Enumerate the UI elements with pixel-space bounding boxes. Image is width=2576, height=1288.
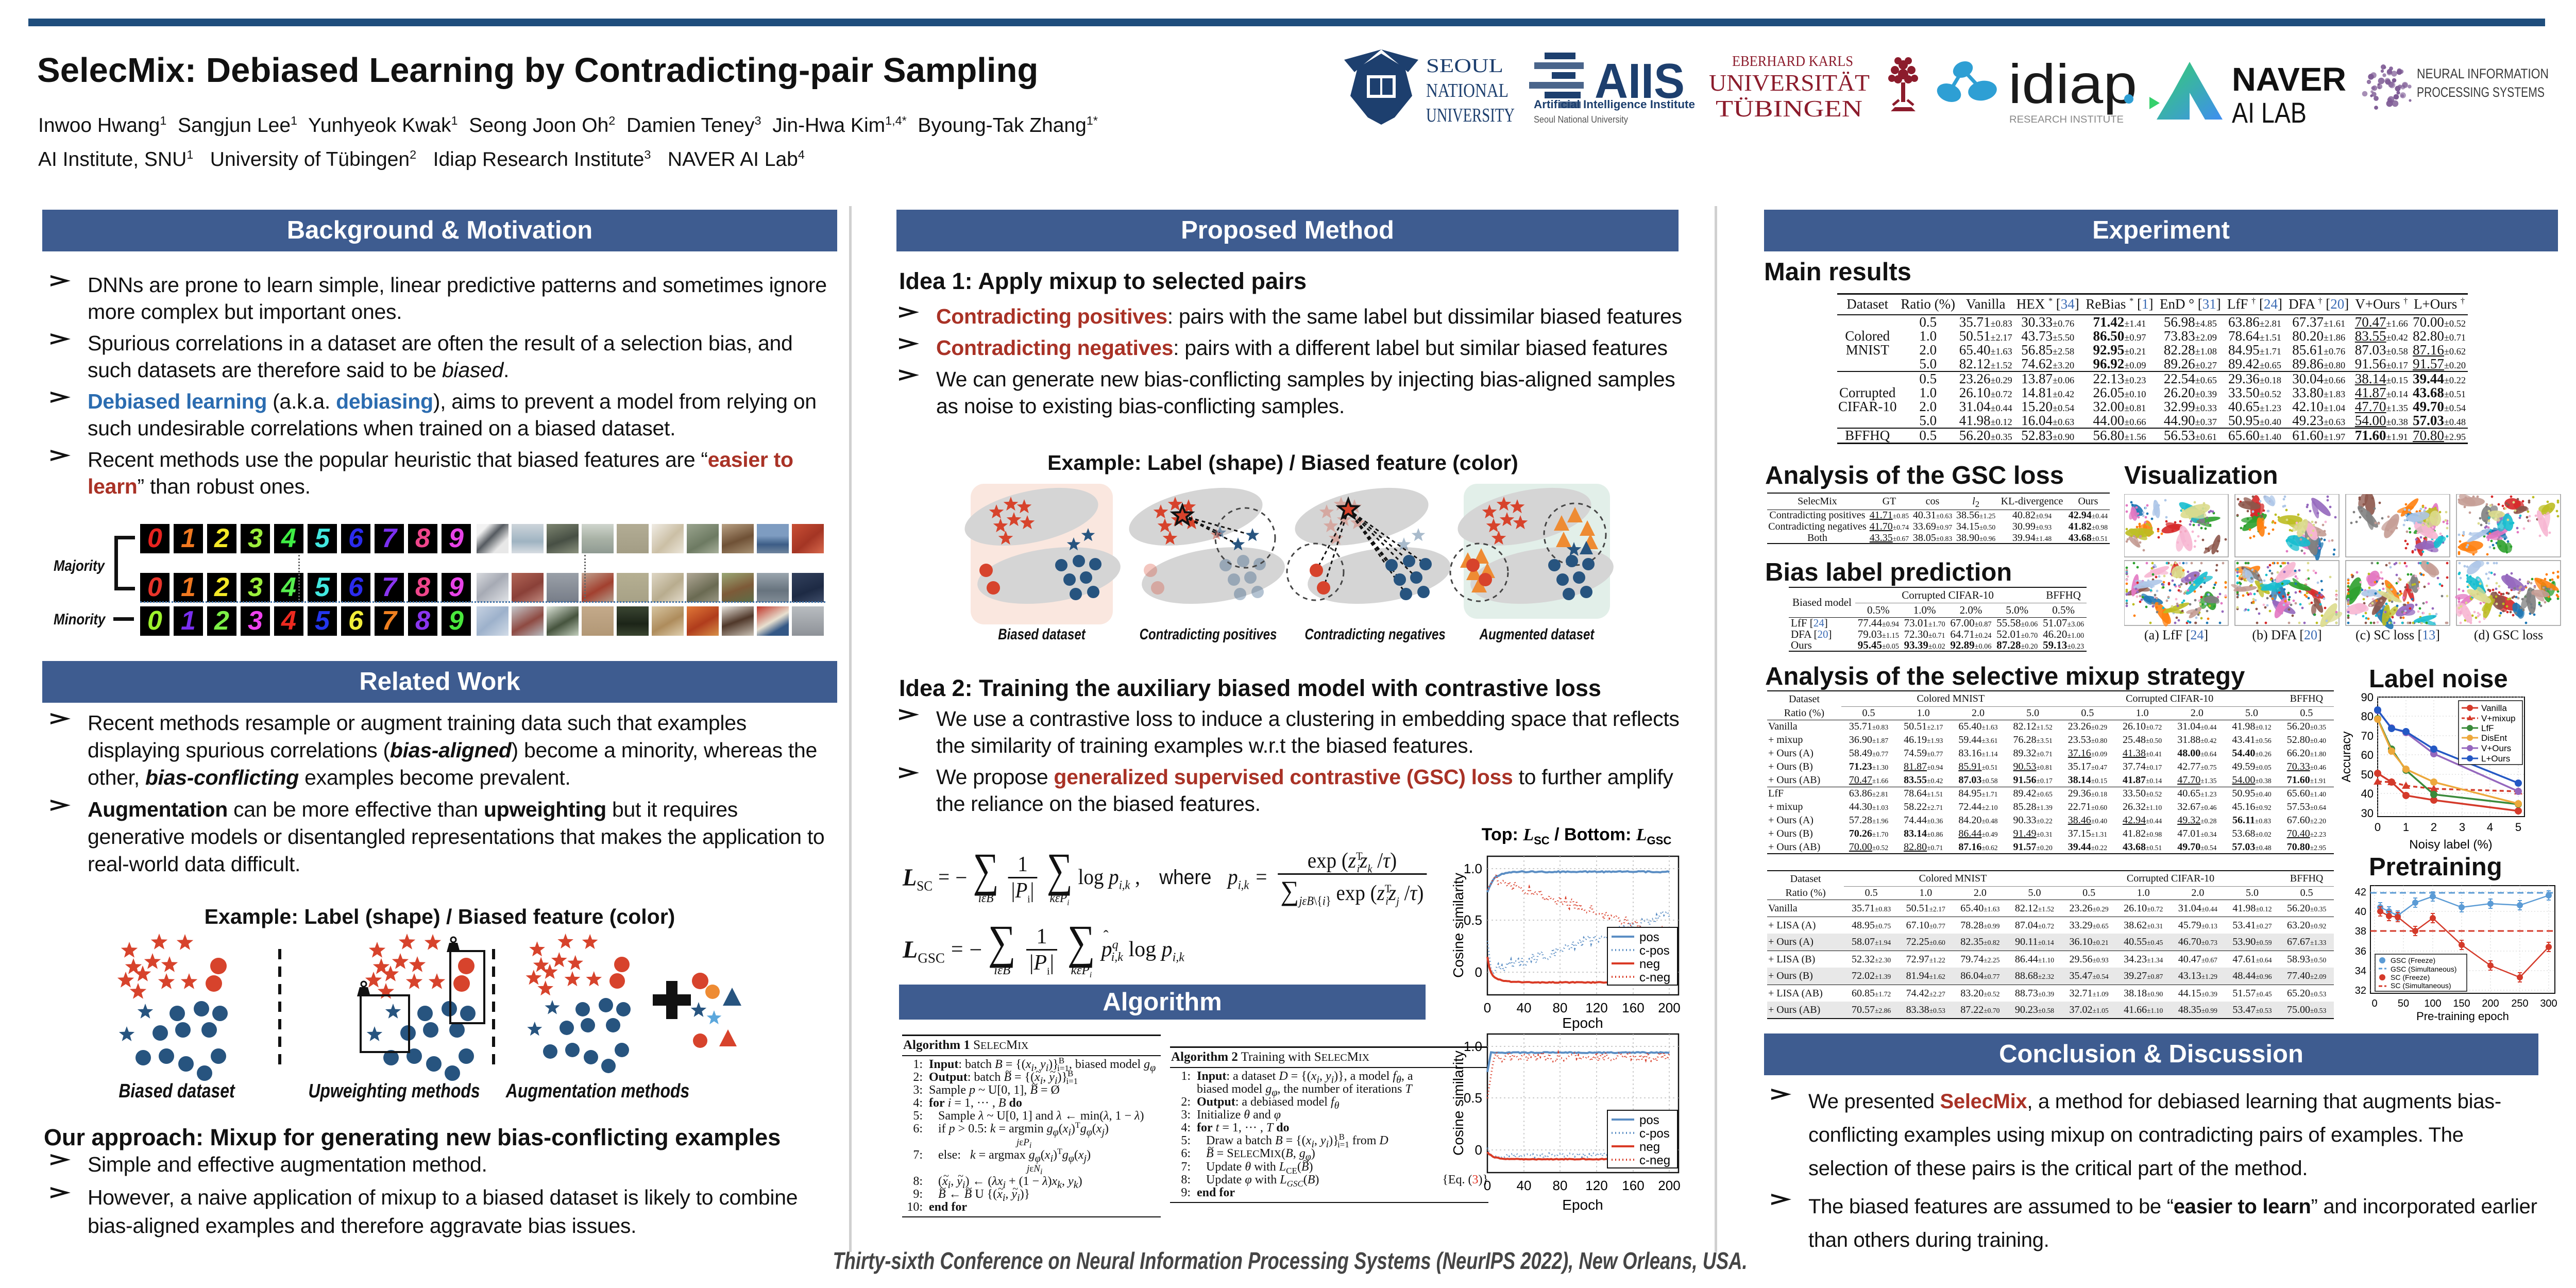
svg-text:Epoch: Epoch xyxy=(1562,1197,1603,1213)
svg-text:AIIS: AIIS xyxy=(1595,54,1685,109)
svg-text:c-neg: c-neg xyxy=(1639,1154,1670,1167)
svg-text:0.5: 0.5 xyxy=(1464,1090,1482,1106)
svg-text:5: 5 xyxy=(2515,821,2521,834)
svg-text:40: 40 xyxy=(1517,1000,1532,1015)
svg-text:250: 250 xyxy=(2511,998,2528,1009)
svg-text:300: 300 xyxy=(2540,998,2557,1009)
svg-text:pos: pos xyxy=(1639,1113,1659,1127)
svg-text:L+Ours: L+Ours xyxy=(2481,754,2510,764)
svg-text:1.0: 1.0 xyxy=(1464,1039,1482,1054)
svg-text:40: 40 xyxy=(2361,787,2374,800)
svg-text:0.5: 0.5 xyxy=(1464,912,1482,928)
svg-text:1.0: 1.0 xyxy=(1464,861,1482,876)
svg-text:70: 70 xyxy=(2361,730,2374,742)
svg-text:40: 40 xyxy=(2355,906,2366,918)
svg-text:Pre-training epoch: Pre-training epoch xyxy=(2416,1010,2509,1023)
svg-text:Top: LSC / Bottom: LGSC: Top: LSC / Bottom: LGSC xyxy=(1482,825,1672,847)
svg-text:Seoul National University: Seoul National University xyxy=(1534,114,1628,125)
svg-text:Epoch: Epoch xyxy=(1562,1015,1603,1031)
svg-text:V+Ours: V+Ours xyxy=(2481,743,2511,753)
svg-text:42: 42 xyxy=(2355,887,2366,898)
svg-text:NAVER: NAVER xyxy=(2232,61,2346,98)
svg-text:200: 200 xyxy=(1658,1000,1680,1015)
svg-text:200: 200 xyxy=(1658,1178,1680,1193)
svg-text:Artificial Intelligence Instit: Artificial Intelligence Institute xyxy=(1534,98,1695,111)
svg-text:80: 80 xyxy=(1553,1178,1568,1193)
svg-text:UNIVERSITÄT: UNIVERSITÄT xyxy=(1709,70,1870,96)
svg-text:NEURAL INFORMATION: NEURAL INFORMATION xyxy=(2417,66,2549,81)
svg-text:PROCESSING SYSTEMS: PROCESSING SYSTEMS xyxy=(2417,84,2545,100)
svg-text:V+mixup: V+mixup xyxy=(2481,714,2516,723)
svg-text:GSC (Freeze): GSC (Freeze) xyxy=(2391,956,2435,964)
svg-text:neg: neg xyxy=(1639,1140,1660,1154)
svg-text:0: 0 xyxy=(2371,998,2377,1009)
svg-text:80: 80 xyxy=(1553,1000,1568,1015)
svg-text:0: 0 xyxy=(1475,1142,1482,1158)
svg-text:AI LAB: AI LAB xyxy=(2232,96,2307,129)
svg-text:c-pos: c-pos xyxy=(1639,944,1670,958)
svg-text:c-pos: c-pos xyxy=(1639,1127,1670,1141)
svg-text:120: 120 xyxy=(1585,1000,1607,1015)
svg-text:2: 2 xyxy=(2431,821,2437,834)
svg-text:NATIONAL: NATIONAL xyxy=(1426,80,1509,101)
svg-text:80: 80 xyxy=(2361,710,2374,723)
svg-text:1: 1 xyxy=(2403,821,2409,834)
svg-text:GSC (Simultaneous): GSC (Simultaneous) xyxy=(2391,965,2456,973)
svg-text:32: 32 xyxy=(2355,985,2366,996)
svg-text:Cosine similarity: Cosine similarity xyxy=(1453,1050,1466,1156)
svg-text:Noisy label (%): Noisy label (%) xyxy=(2409,838,2492,852)
svg-text:c-neg: c-neg xyxy=(1639,971,1670,985)
svg-text:3: 3 xyxy=(2459,821,2465,834)
svg-text:90: 90 xyxy=(2361,691,2374,704)
svg-text:DisEnt: DisEnt xyxy=(2481,733,2507,743)
svg-text:SC (Simultaneous): SC (Simultaneous) xyxy=(2391,981,2451,990)
svg-text:40: 40 xyxy=(1517,1178,1532,1193)
svg-text:30: 30 xyxy=(2361,807,2374,820)
svg-text:120: 120 xyxy=(1585,1178,1607,1193)
svg-text:150: 150 xyxy=(2453,998,2470,1009)
svg-text:36: 36 xyxy=(2355,946,2366,957)
svg-text:4: 4 xyxy=(2487,821,2493,834)
svg-text:34: 34 xyxy=(2355,965,2366,977)
svg-text:Vanilla: Vanilla xyxy=(2481,703,2507,713)
svg-text:RESEARCH INSTITUTE: RESEARCH INSTITUTE xyxy=(2009,114,2124,125)
svg-text:SEOUL: SEOUL xyxy=(1426,55,1503,77)
svg-text:100: 100 xyxy=(2424,998,2441,1009)
svg-text:TÜBINGEN: TÜBINGEN xyxy=(1716,95,1862,122)
svg-text:Accuracy: Accuracy xyxy=(2340,732,2353,783)
svg-text:neg: neg xyxy=(1639,957,1660,971)
svg-text:pos: pos xyxy=(1639,930,1659,944)
svg-text:0: 0 xyxy=(1484,1000,1491,1015)
svg-text:SC (Freeze): SC (Freeze) xyxy=(2391,973,2430,981)
svg-text:50: 50 xyxy=(2361,768,2374,781)
svg-text:0: 0 xyxy=(1475,964,1482,980)
svg-text:EBERHARD KARLS: EBERHARD KARLS xyxy=(1732,54,1853,70)
svg-text:UNIVERSITY: UNIVERSITY xyxy=(1426,105,1515,126)
svg-text:160: 160 xyxy=(1622,1178,1644,1193)
svg-text:60: 60 xyxy=(2361,749,2374,761)
svg-text:idiap: idiap xyxy=(2008,53,2137,115)
svg-text:38: 38 xyxy=(2355,926,2366,937)
svg-text:200: 200 xyxy=(2482,998,2499,1009)
svg-text:LfF: LfF xyxy=(2481,723,2494,733)
svg-text:0: 0 xyxy=(2375,821,2381,834)
svg-text:0: 0 xyxy=(1484,1178,1491,1193)
svg-text:160: 160 xyxy=(1622,1000,1644,1015)
svg-text:50: 50 xyxy=(2398,998,2409,1009)
svg-text:Cosine similarity: Cosine similarity xyxy=(1453,873,1466,978)
